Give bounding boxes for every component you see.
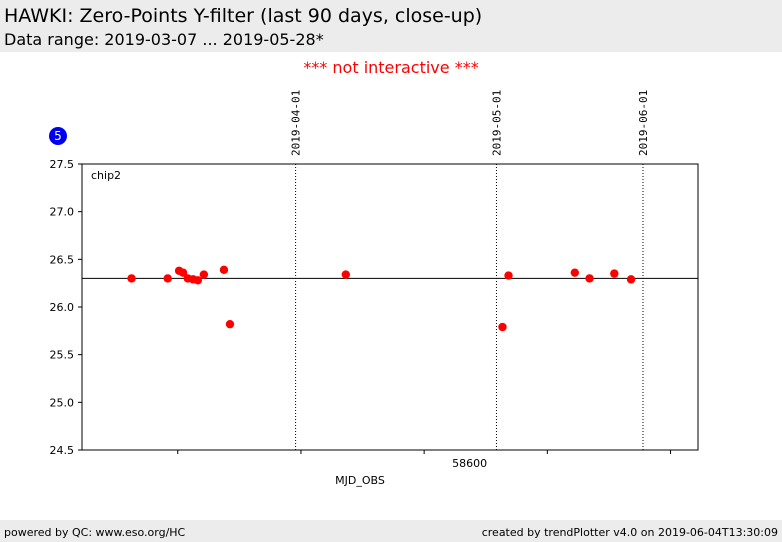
footer-credit: powered by QC: www.eso.org/HC: [4, 526, 186, 539]
data-point: [219, 265, 229, 275]
not-interactive-notice: *** not interactive ***: [303, 58, 479, 77]
data-point: [127, 274, 136, 283]
page-subtitle: Data range: 2019-03-07 ... 2019-05-28*: [4, 30, 324, 49]
chart-labels: 24.5 25.0 25.5 26.0 26.5 27.0 27.5 58600 MJD_OBS…: [50, 90, 651, 487]
panel-label: chip2: [91, 169, 121, 182]
y-tick-label: 25.5: [50, 349, 75, 362]
y-tick-label: 27.5: [50, 158, 75, 171]
data-point: [610, 269, 619, 278]
number-badge: 5: [49, 127, 67, 145]
data-points: [127, 265, 636, 332]
data-point: [199, 270, 209, 279]
plot-frame: [81, 163, 699, 451]
data-point: [178, 268, 188, 277]
date-marker-label: 2019-06-01: [637, 90, 650, 156]
y-tick-label: 25.0: [50, 396, 75, 409]
footer-created: created by trendPlotter v4.0 on 2019-06-…: [481, 526, 778, 539]
y-tick-label: 26.5: [50, 253, 75, 266]
y-tick-label: 26.0: [50, 301, 75, 314]
x-axis-label: MJD_OBS: [335, 474, 385, 487]
data-point: [193, 276, 203, 285]
date-marker-label: 2019-05-01: [490, 90, 503, 156]
date-marker-label: 2019-04-01: [290, 90, 303, 156]
data-point: [570, 268, 579, 277]
page-title: HAWKI: Zero-Points Y-filter (last 90 day…: [4, 5, 483, 27]
axes: [78, 163, 699, 454]
data-point: [341, 270, 351, 279]
data-point: [225, 319, 235, 329]
y-tick-label: 24.5: [50, 444, 75, 457]
header: HAWKI: Zero-Points Y-filter (last 90 day…: [0, 0, 782, 52]
data-point: [498, 322, 507, 332]
data-point: [626, 275, 636, 284]
x-tick-label: 58600: [452, 457, 487, 470]
data-point: [504, 271, 513, 280]
date-markers: [82, 164, 698, 450]
data-point: [585, 274, 594, 283]
y-tick-label: 27.0: [50, 206, 75, 219]
data-point: [163, 274, 172, 283]
footer: powered by QC: www.eso.org/HC created by…: [0, 520, 782, 542]
